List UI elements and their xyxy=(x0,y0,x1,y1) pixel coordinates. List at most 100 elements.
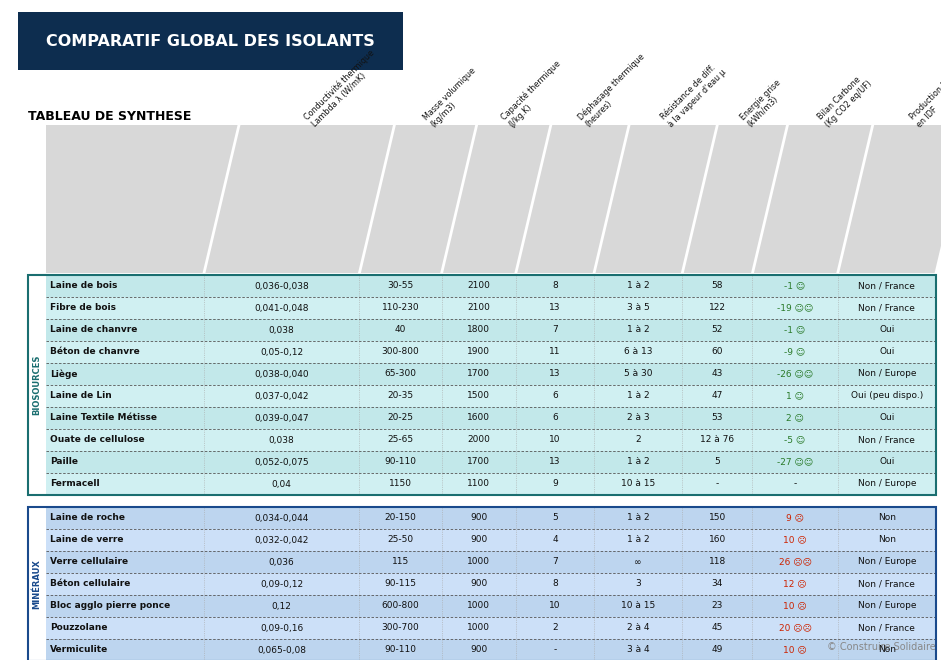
Text: 2000: 2000 xyxy=(468,436,490,444)
Text: 23: 23 xyxy=(711,601,723,610)
Text: 52: 52 xyxy=(711,325,723,335)
Text: 900: 900 xyxy=(470,535,487,544)
Text: Oui: Oui xyxy=(879,414,895,422)
Text: Bilan Carbone
(Kg CO2 eq/UF): Bilan Carbone (Kg CO2 eq/UF) xyxy=(817,71,874,129)
Text: 12 à 76: 12 à 76 xyxy=(700,436,735,444)
Text: Laine de verre: Laine de verre xyxy=(50,535,123,544)
Text: -5 ☺: -5 ☺ xyxy=(785,436,805,444)
Text: 300-800: 300-800 xyxy=(382,348,420,356)
Text: 3: 3 xyxy=(635,579,641,589)
Bar xyxy=(18,12,403,70)
Bar xyxy=(46,595,936,617)
Text: -9 ☺: -9 ☺ xyxy=(785,348,805,356)
Text: Capacité thermique
(J/kg.K): Capacité thermique (J/kg.K) xyxy=(500,59,570,129)
Text: 7: 7 xyxy=(552,558,558,566)
Text: 13: 13 xyxy=(550,304,561,312)
Bar xyxy=(46,319,936,341)
Text: 6: 6 xyxy=(552,414,558,422)
Text: 10 à 15: 10 à 15 xyxy=(621,480,655,488)
Text: 0,034-0,044: 0,034-0,044 xyxy=(254,513,309,523)
Text: 900: 900 xyxy=(470,645,487,655)
Text: MINÉRAUX: MINÉRAUX xyxy=(33,559,41,609)
Text: -1 ☺: -1 ☺ xyxy=(785,282,805,290)
Text: COMPARATIF GLOBAL DES ISOLANTS: COMPARATIF GLOBAL DES ISOLANTS xyxy=(46,34,375,48)
Text: BIOSOURCES: BIOSOURCES xyxy=(33,355,41,415)
Text: 1 à 2: 1 à 2 xyxy=(627,457,649,467)
Text: 900: 900 xyxy=(470,513,487,523)
Text: 49: 49 xyxy=(711,645,723,655)
Bar xyxy=(46,451,936,473)
Text: 45: 45 xyxy=(711,624,723,632)
Text: 8: 8 xyxy=(552,282,558,290)
Text: 0,09-0,16: 0,09-0,16 xyxy=(260,624,303,632)
Text: 1 ☺: 1 ☺ xyxy=(786,391,805,401)
Text: 4: 4 xyxy=(552,535,558,544)
Text: Béton cellulaire: Béton cellulaire xyxy=(50,579,131,589)
Text: 30-55: 30-55 xyxy=(388,282,414,290)
Text: 160: 160 xyxy=(709,535,726,544)
Text: TABLEAU DE SYNTHESE: TABLEAU DE SYNTHESE xyxy=(28,110,191,123)
Text: 1 à 2: 1 à 2 xyxy=(627,282,649,290)
Text: 1800: 1800 xyxy=(468,325,490,335)
Text: Laine Textile Métisse: Laine Textile Métisse xyxy=(50,414,157,422)
Text: 0,12: 0,12 xyxy=(272,601,292,610)
Bar xyxy=(46,529,936,551)
Bar xyxy=(46,363,936,385)
Text: Résistance de diff.
à la vapeur d'eau μ: Résistance de diff. à la vapeur d'eau μ xyxy=(660,60,728,129)
Text: 1 à 2: 1 à 2 xyxy=(627,325,649,335)
Text: Pouzzolane: Pouzzolane xyxy=(50,624,107,632)
Text: Non / Europe: Non / Europe xyxy=(857,558,917,566)
Text: Oui: Oui xyxy=(879,348,895,356)
Text: 40: 40 xyxy=(395,325,407,335)
Text: © Construire Solidaire: © Construire Solidaire xyxy=(827,642,936,652)
Bar xyxy=(46,617,936,639)
Text: 58: 58 xyxy=(711,282,723,290)
Bar xyxy=(46,275,936,297)
Text: Non: Non xyxy=(878,535,896,544)
Text: 900: 900 xyxy=(470,579,487,589)
Text: 10: 10 xyxy=(550,601,561,610)
Text: Verre cellulaire: Verre cellulaire xyxy=(50,558,128,566)
Text: 25-50: 25-50 xyxy=(388,535,414,544)
Bar xyxy=(46,385,936,407)
Text: 2: 2 xyxy=(635,436,641,444)
Text: 1600: 1600 xyxy=(468,414,490,422)
Text: 53: 53 xyxy=(711,414,723,422)
Bar xyxy=(46,429,936,451)
Text: Non / Europe: Non / Europe xyxy=(857,601,917,610)
Bar xyxy=(46,573,936,595)
Polygon shape xyxy=(46,125,941,273)
Text: 8: 8 xyxy=(552,579,558,589)
Bar xyxy=(46,407,936,429)
Text: 300-700: 300-700 xyxy=(382,624,420,632)
Text: 10 ☹: 10 ☹ xyxy=(783,601,807,610)
Text: Béton de chanvre: Béton de chanvre xyxy=(50,348,140,356)
Text: 2100: 2100 xyxy=(468,282,490,290)
Text: 5: 5 xyxy=(552,513,558,523)
Text: -26 ☺☺: -26 ☺☺ xyxy=(777,370,813,378)
Text: 0,036-0,038: 0,036-0,038 xyxy=(254,282,309,290)
Text: Fibre de bois: Fibre de bois xyxy=(50,304,116,312)
Text: 10 ☹: 10 ☹ xyxy=(783,645,807,655)
Text: Non / Europe: Non / Europe xyxy=(857,480,917,488)
Text: 0,039-0,047: 0,039-0,047 xyxy=(254,414,309,422)
Text: 1700: 1700 xyxy=(468,457,490,467)
Text: 25-65: 25-65 xyxy=(388,436,414,444)
Text: 0,05-0,12: 0,05-0,12 xyxy=(260,348,303,356)
Text: 0,038: 0,038 xyxy=(269,436,295,444)
Text: 2 à 3: 2 à 3 xyxy=(627,414,649,422)
Text: -19 ☺☺: -19 ☺☺ xyxy=(777,304,813,312)
Text: 60: 60 xyxy=(711,348,723,356)
Text: 0,065-0,08: 0,065-0,08 xyxy=(257,645,306,655)
Text: Laine de roche: Laine de roche xyxy=(50,513,125,523)
Text: Liège: Liège xyxy=(50,369,77,379)
Text: 20-150: 20-150 xyxy=(385,513,417,523)
Text: Ouate de cellulose: Ouate de cellulose xyxy=(50,436,145,444)
Text: 7: 7 xyxy=(552,325,558,335)
Text: 1 à 2: 1 à 2 xyxy=(627,535,649,544)
Text: 110-230: 110-230 xyxy=(382,304,420,312)
Text: 1000: 1000 xyxy=(468,624,490,632)
Text: Non / France: Non / France xyxy=(858,304,916,312)
Text: 11: 11 xyxy=(550,348,561,356)
Text: -27 ☺☺: -27 ☺☺ xyxy=(777,457,813,467)
